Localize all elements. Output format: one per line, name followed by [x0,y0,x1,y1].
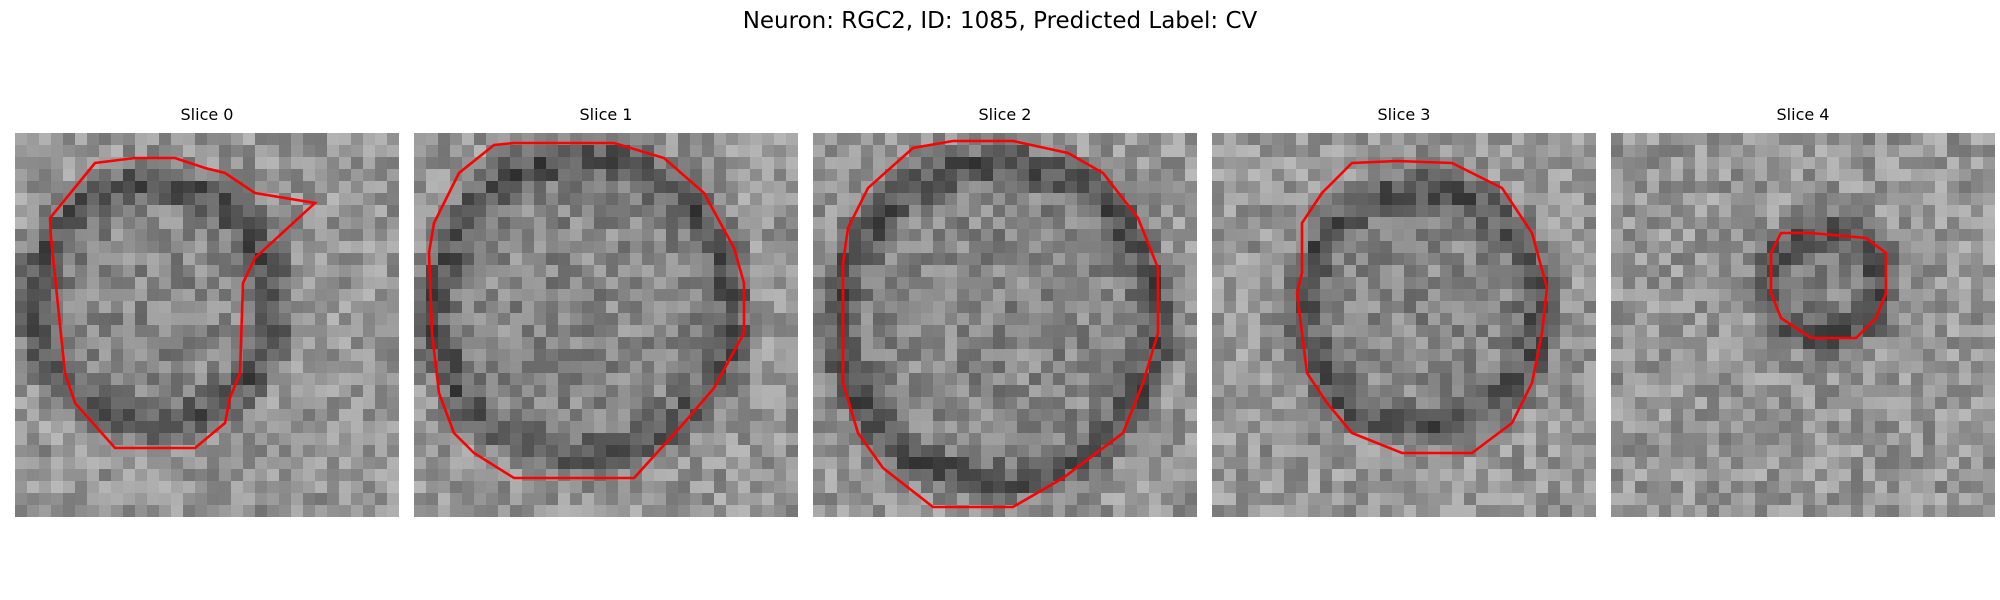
contour-line [841,139,1160,509]
slice-title-0: Slice 0 [180,105,234,124]
contour-line [427,141,746,480]
slice-title-1: Slice 1 [579,105,633,124]
slice-image-3 [1212,133,1596,517]
slice-image-0 [15,133,399,517]
slice-image-1 [414,133,798,517]
slice-image-2 [813,133,1197,517]
slice-title-3: Slice 3 [1377,105,1431,124]
contour-line [1769,231,1888,340]
contour-line [1295,159,1549,455]
contour-line [48,156,318,450]
slice-image-4 [1611,133,1995,517]
slice-title-2: Slice 2 [978,105,1032,124]
slice-title-4: Slice 4 [1776,105,1830,124]
figure-title: Neuron: RGC2, ID: 1085, Predicted Label:… [742,8,1258,34]
